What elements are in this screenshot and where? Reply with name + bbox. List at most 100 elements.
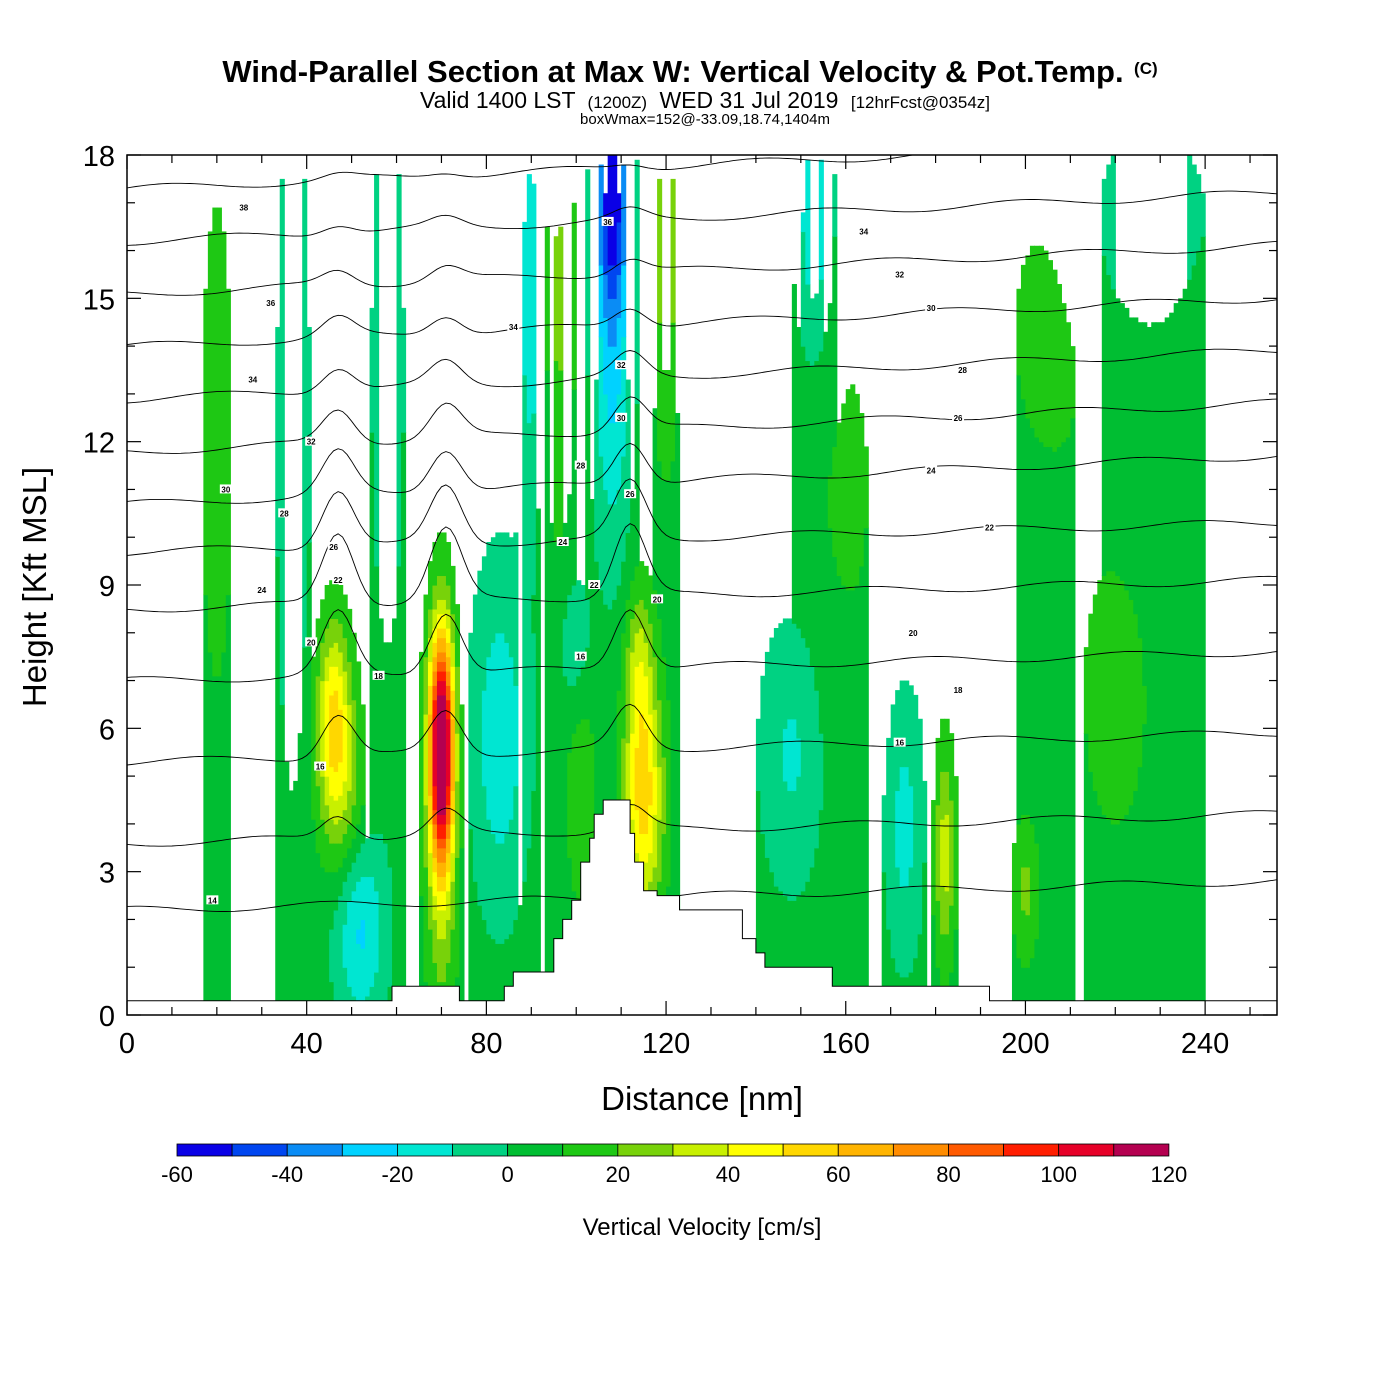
velocity-cell (333, 909, 339, 1011)
velocity-cell (940, 886, 946, 935)
velocity-cell (1083, 733, 1089, 1015)
velocity-cell (773, 628, 779, 887)
contour-label-bg (624, 489, 637, 499)
velocity-cell (832, 174, 838, 237)
velocity-cell (302, 178, 308, 648)
velocity-cell (571, 733, 577, 892)
velocity-cell (441, 814, 447, 825)
velocity-cell (859, 565, 865, 1015)
velocity-field (203, 155, 1206, 1015)
velocity-cell (571, 585, 577, 686)
velocity-cell (1146, 327, 1152, 1015)
velocity-cell (432, 919, 438, 964)
velocity-cell (450, 642, 456, 667)
velocity-cell (427, 714, 434, 796)
velocity-cell (356, 929, 362, 944)
velocity-cell (450, 823, 456, 854)
contour-label: 28 (576, 462, 585, 471)
velocity-cell (468, 632, 474, 830)
velocity-cell (1133, 613, 1139, 792)
velocity-cell (805, 159, 811, 285)
velocity-cell (1119, 580, 1125, 820)
velocity-cell (571, 202, 577, 390)
velocity-cell (427, 795, 434, 825)
velocity-cell (643, 565, 649, 610)
contour-label-bg (574, 460, 587, 470)
velocity-cell (436, 876, 443, 892)
colorbar-tick-label: 120 (1151, 1162, 1188, 1187)
velocity-cell (347, 790, 353, 825)
velocity-cell (841, 585, 847, 1015)
contour-label: 30 (927, 304, 936, 313)
velocity-cell (508, 933, 514, 1015)
velocity-cell (338, 761, 344, 796)
velocity-cell (450, 718, 456, 792)
velocity-cell (940, 771, 946, 820)
velocity-cell (445, 671, 452, 686)
velocity-cell (576, 723, 582, 906)
velocity-cell (1110, 155, 1116, 290)
velocity-cell (522, 881, 528, 1015)
velocity-cell (1106, 164, 1112, 276)
velocity-cell (769, 637, 775, 873)
velocity-cell (432, 809, 438, 825)
colorbar-tick-label: -20 (382, 1162, 414, 1187)
velocity-cell (567, 685, 573, 753)
velocity-cell (616, 193, 622, 223)
velocity-cell (630, 494, 636, 581)
velocity-cell (329, 819, 335, 844)
velocity-cell (508, 656, 514, 820)
velocity-cell (207, 651, 213, 1015)
velocity-cell (320, 680, 326, 777)
velocity-cell (445, 628, 452, 643)
velocity-cell (625, 647, 631, 744)
velocity-cell (481, 785, 487, 921)
velocity-cell (931, 800, 937, 916)
velocity-cell (1020, 909, 1027, 968)
contour-label-bg (278, 508, 291, 518)
velocity-cell (351, 804, 357, 839)
velocity-cell (652, 709, 658, 768)
velocity-cell (1020, 967, 1027, 1015)
isentrope-line (127, 155, 916, 189)
velocity-cell (522, 374, 528, 882)
velocity-cell (338, 795, 344, 820)
velocity-cell (324, 628, 330, 658)
velocity-cell (800, 890, 806, 1015)
velocity-cell (818, 809, 824, 1015)
velocity-cell (432, 699, 438, 720)
contour-label: 16 (576, 653, 585, 662)
velocity-cell (436, 599, 443, 615)
velocity-cell (634, 604, 640, 634)
isentrope-line (127, 703, 1277, 766)
velocity-cell (1182, 288, 1188, 1015)
velocity-cell (598, 456, 604, 591)
velocity-cell (441, 680, 447, 696)
velocity-cell (1191, 164, 1197, 266)
velocity-cell (329, 694, 335, 768)
velocity-cell (522, 221, 528, 376)
velocity-cell (1025, 914, 1031, 968)
velocity-cell (324, 776, 330, 806)
velocity-cell (450, 565, 456, 615)
velocity-cell (481, 919, 487, 1015)
velocity-cell (1106, 819, 1112, 1015)
velocity-cell (436, 671, 443, 682)
velocity-cell (356, 943, 362, 1002)
velocity-cell (351, 838, 357, 863)
subtitle-valid: Valid 1400 LST (420, 87, 576, 113)
velocity-cell (796, 737, 802, 777)
velocity-cell (472, 594, 478, 882)
velocity-cell (432, 685, 438, 701)
velocity-cell (351, 699, 357, 806)
velocity-cell (333, 690, 339, 772)
velocity-cell (338, 675, 344, 710)
velocity-cell (1115, 823, 1121, 1015)
colorbar-swatch (892, 1143, 949, 1157)
contour-label-bg (601, 216, 614, 226)
velocity-cell (436, 613, 443, 629)
contour-label-bg (615, 412, 628, 422)
contour-label-bg (237, 202, 250, 212)
colorbar-swatch (672, 1143, 729, 1157)
velocity-cell (486, 656, 492, 820)
